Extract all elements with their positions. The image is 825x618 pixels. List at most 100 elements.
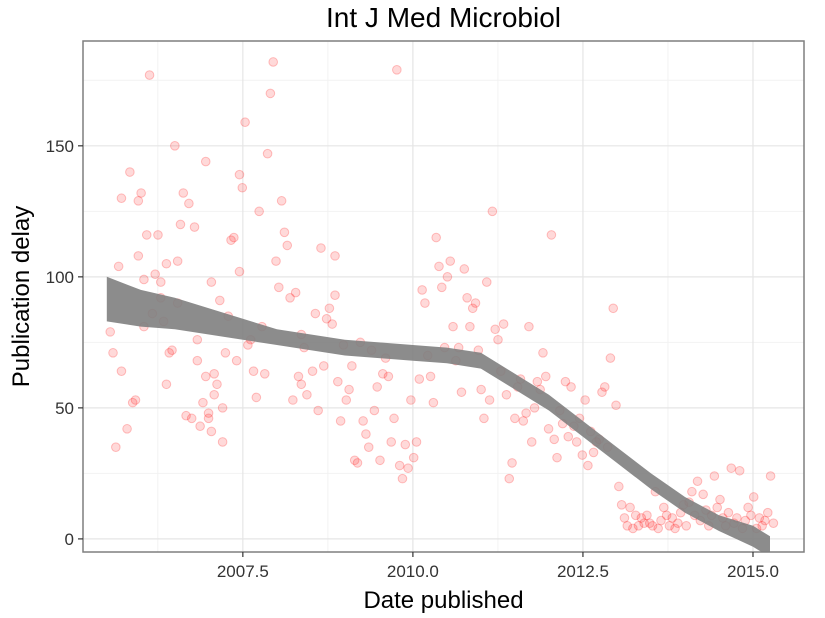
data-point [111, 442, 121, 452]
data-point [425, 371, 436, 382]
data-point [490, 324, 500, 335]
data-point [510, 413, 520, 424]
data-point [479, 413, 489, 424]
data-point [653, 523, 663, 534]
data-point [161, 379, 172, 390]
panel-border [82, 40, 805, 553]
data-point [484, 395, 495, 405]
data-point [200, 156, 211, 167]
data-point [133, 196, 144, 206]
data-point [417, 285, 427, 295]
data-point [105, 327, 116, 337]
data-point [459, 264, 470, 274]
panel-background [83, 41, 804, 552]
data-point [715, 494, 725, 505]
data-point [493, 334, 503, 345]
data-point [282, 240, 293, 251]
data-point [633, 520, 644, 531]
data-point [200, 371, 211, 382]
data-point [231, 355, 242, 366]
data-point [206, 426, 217, 437]
data-point [611, 400, 621, 411]
data-point [580, 395, 590, 405]
data-point [670, 523, 680, 534]
y-tick-label: 0 [65, 530, 74, 549]
data-point [108, 348, 118, 358]
data-point [726, 463, 737, 473]
data-point [349, 455, 360, 466]
data-point [504, 473, 515, 484]
data-point [470, 298, 481, 308]
data-point [330, 251, 340, 261]
y-axis: 0 50 100 150 [46, 137, 83, 549]
data-point [462, 293, 472, 303]
data-point [316, 243, 326, 253]
data-point [394, 460, 405, 471]
data-point [268, 57, 278, 67]
data-point [408, 452, 419, 463]
data-point [310, 308, 321, 319]
data-point [501, 389, 512, 400]
data-point [734, 465, 745, 476]
data-point [172, 256, 183, 266]
data-point [614, 481, 624, 492]
data-point [622, 520, 633, 531]
data-point [324, 303, 335, 314]
confidence-band [106, 276, 770, 552]
data-point [279, 227, 290, 238]
data-point [144, 70, 155, 80]
data-point [532, 376, 543, 387]
data-point [543, 424, 554, 434]
data-point [215, 295, 225, 306]
data-point [248, 366, 259, 376]
data-point [487, 206, 498, 217]
data-point [746, 510, 756, 521]
data-point [234, 266, 245, 277]
y-tick-label: 100 [46, 268, 74, 287]
data-point [181, 410, 191, 421]
plot-background [83, 41, 804, 552]
grid-lines [83, 41, 804, 552]
data-point [498, 319, 509, 329]
data-point [465, 321, 475, 332]
data-point [243, 340, 253, 350]
data-point [546, 230, 557, 240]
data-point [153, 230, 163, 240]
x-tick-label: 2015.0 [727, 562, 779, 581]
data-point [288, 395, 298, 405]
data-point [642, 510, 652, 521]
data-point [636, 513, 647, 523]
data-point [178, 188, 189, 198]
data-point [588, 447, 599, 458]
data-point [251, 392, 262, 403]
data-point [692, 476, 703, 487]
data-point [192, 334, 203, 345]
data-point [192, 355, 203, 366]
data-point [285, 293, 295, 303]
data-point [127, 397, 138, 408]
data-point [673, 518, 683, 528]
data-point [240, 117, 250, 128]
data-point [164, 348, 175, 358]
data-point [529, 403, 540, 413]
data-point [599, 382, 610, 392]
data-point [203, 408, 214, 418]
data-point [220, 348, 231, 358]
data-point [209, 389, 219, 400]
data-point [644, 518, 655, 528]
data-point [198, 397, 208, 408]
data-point [597, 387, 607, 397]
data-point [377, 369, 388, 379]
data-point [265, 88, 276, 99]
data-point [743, 502, 753, 513]
data-point [212, 379, 222, 390]
data-point [209, 369, 219, 379]
data-point [397, 473, 408, 484]
data-point [768, 518, 779, 528]
data-point [619, 513, 630, 523]
data-point [271, 256, 281, 266]
data-point [698, 489, 708, 500]
data-point [664, 520, 675, 531]
data-point [723, 507, 734, 518]
data-point [538, 348, 548, 358]
